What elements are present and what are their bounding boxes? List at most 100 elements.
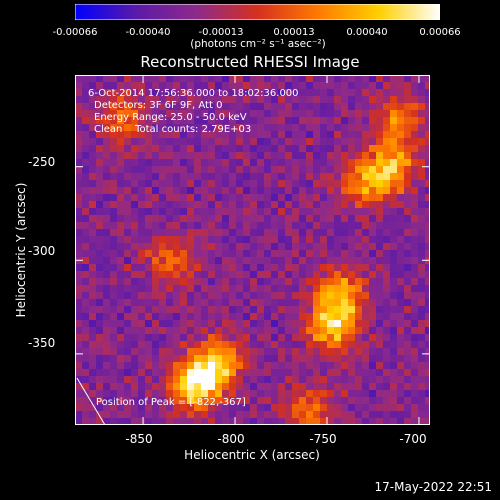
heatmap-cell [306, 208, 313, 215]
heatmap-cell [425, 89, 430, 96]
heatmap-cell [411, 299, 418, 306]
heatmap-cell [82, 75, 89, 82]
heatmap-cell [334, 152, 341, 159]
heatmap-cell [390, 215, 397, 222]
heatmap-cell [355, 306, 362, 313]
heatmap-cell [103, 82, 110, 89]
heatmap-cell [117, 110, 124, 117]
heatmap-cell [243, 208, 250, 215]
heatmap-cell [187, 103, 194, 110]
heatmap-cell [271, 355, 278, 362]
heatmap-cell [362, 390, 369, 397]
heatmap-cell [117, 383, 124, 390]
heatmap-cell [194, 341, 201, 348]
heatmap-cell [278, 383, 285, 390]
heatmap-cell [180, 250, 187, 257]
heatmap-cell [285, 201, 292, 208]
heatmap-cell [194, 180, 201, 187]
heatmap-cell [145, 362, 152, 369]
heatmap-cell [159, 404, 166, 411]
heatmap-cell [348, 369, 355, 376]
heatmap-cell [411, 313, 418, 320]
heatmap-cell [257, 355, 264, 362]
heatmap-cell [383, 117, 390, 124]
heatmap-cell [131, 250, 138, 257]
heatmap-cell [229, 341, 236, 348]
heatmap-cell [320, 173, 327, 180]
heatmap-cell [404, 362, 411, 369]
heatmap-cell [334, 187, 341, 194]
heatmap-cell [390, 82, 397, 89]
heatmap-cell [425, 411, 430, 418]
heatmap-cell [355, 82, 362, 89]
heatmap-cell [285, 341, 292, 348]
heatmap-cell [397, 334, 404, 341]
heatmap-cell [96, 187, 103, 194]
heatmap-cell [292, 271, 299, 278]
heatmap-cell [229, 320, 236, 327]
heatmap-cell [285, 411, 292, 418]
heatmap-cell [236, 215, 243, 222]
y-axis-label: Heliocentric Y (arcsec) [14, 182, 28, 318]
heatmap-cell [257, 299, 264, 306]
heatmap-cell [138, 96, 145, 103]
heatmap-cell [117, 103, 124, 110]
heatmap-cell [306, 110, 313, 117]
heatmap-cell [201, 173, 208, 180]
heatmap-cell [194, 292, 201, 299]
heatmap-cell [103, 411, 110, 418]
heatmap-cell [159, 152, 166, 159]
heatmap-cell [264, 131, 271, 138]
heatmap-cell [208, 404, 215, 411]
heatmap-cell [348, 201, 355, 208]
heatmap-cell [236, 313, 243, 320]
heatmap-cell [264, 222, 271, 229]
heatmap-cell [75, 222, 82, 229]
heatmap-cell [306, 222, 313, 229]
heatmap-cell [194, 243, 201, 250]
heatmap-cell [320, 257, 327, 264]
heatmap-cell [327, 404, 334, 411]
heatmap-cell [320, 348, 327, 355]
heatmap-cell [103, 96, 110, 103]
heatmap-cell [425, 75, 430, 82]
heatmap-cell [355, 208, 362, 215]
heatmap-cell [390, 243, 397, 250]
heatmap-cell [250, 376, 257, 383]
heatmap-cell [173, 418, 180, 425]
heatmap-cell [397, 229, 404, 236]
heatmap-cell [348, 103, 355, 110]
heatmap-cell [348, 285, 355, 292]
heatmap-cell [187, 180, 194, 187]
heatmap-cell [292, 124, 299, 131]
heatmap-cell [390, 229, 397, 236]
heatmap-cell [355, 348, 362, 355]
heatmap-cell [257, 96, 264, 103]
heatmap-cell [75, 362, 82, 369]
heatmap-cell [152, 327, 159, 334]
heatmap-cell [173, 369, 180, 376]
heatmap-cell [145, 243, 152, 250]
heatmap-cell [236, 124, 243, 131]
heatmap-cell [285, 180, 292, 187]
heatmap-cell [397, 355, 404, 362]
heatmap-cell [89, 180, 96, 187]
heatmap-cell [250, 390, 257, 397]
heatmap-cell [159, 299, 166, 306]
heatmap-cell [117, 152, 124, 159]
heatmap-cell [173, 334, 180, 341]
heatmap-cell [341, 313, 348, 320]
heatmap-cell [222, 313, 229, 320]
heatmap-cell [320, 208, 327, 215]
heatmap-cell [320, 285, 327, 292]
heatmap-cell [250, 82, 257, 89]
heatmap-cell [138, 117, 145, 124]
heatmap-cell [82, 138, 89, 145]
heatmap-cell [215, 355, 222, 362]
heatmap-cell [82, 257, 89, 264]
heatmap-cell [131, 271, 138, 278]
heatmap-cell [152, 264, 159, 271]
heatmap-cell [152, 320, 159, 327]
heatmap-cell [103, 250, 110, 257]
heatmap-cell [355, 75, 362, 82]
